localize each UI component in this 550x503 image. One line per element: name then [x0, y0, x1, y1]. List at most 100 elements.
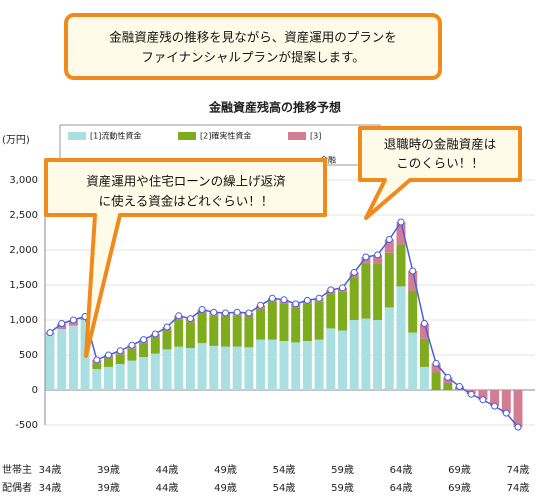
bar [127, 348, 137, 361]
legend-swatch [288, 132, 306, 140]
x-tick-label: 59歳 [331, 464, 354, 476]
bar [232, 315, 242, 347]
bar [349, 320, 359, 390]
bar [197, 343, 207, 390]
marker [327, 286, 335, 294]
y-unit: (万円) [2, 135, 30, 146]
marker [420, 320, 428, 327]
bar [162, 349, 172, 390]
bar [338, 330, 347, 390]
bar [92, 369, 102, 390]
marker [222, 309, 229, 317]
x-tick-label: 44歳 [156, 482, 179, 494]
marker [397, 218, 405, 226]
marker [210, 308, 218, 316]
bar [408, 271, 418, 291]
marker [350, 268, 358, 276]
marker [116, 347, 124, 355]
bar [139, 343, 149, 358]
callout-text: に使える資金はどれぐらい！！ [99, 194, 274, 209]
marker [303, 296, 311, 304]
bar [431, 363, 441, 373]
bar [419, 323, 429, 339]
bar [57, 329, 67, 390]
x-tick-label: 54歳 [273, 464, 296, 476]
bar [373, 254, 383, 264]
bar [139, 357, 149, 390]
callout-box [64, 13, 442, 80]
bar [384, 307, 394, 390]
row-label: 世帯主 [2, 463, 32, 476]
bar [478, 390, 488, 400]
bar [209, 345, 219, 390]
marker [385, 236, 393, 243]
marker [245, 309, 253, 317]
marker [93, 356, 101, 364]
marker [479, 396, 487, 404]
bar [162, 330, 172, 350]
legend-swatch [68, 132, 86, 140]
marker [151, 330, 159, 338]
bar [279, 341, 289, 390]
bar [501, 390, 511, 414]
bar [150, 353, 160, 390]
y-tick-label: 2,000 [9, 245, 38, 256]
x-tick-label: 34歳 [39, 464, 62, 476]
marker [444, 373, 452, 381]
y-tick-label: 2,500 [9, 210, 38, 221]
bar [244, 316, 254, 348]
bar [92, 363, 102, 369]
callout-text: 金融資産残の推移を見ながら、資産運用のプランを [109, 30, 397, 45]
bar [267, 301, 277, 340]
marker [292, 300, 300, 308]
bar [302, 303, 312, 341]
bar [244, 347, 254, 390]
bar [314, 301, 324, 340]
x-tick-label: 74歳 [507, 464, 530, 476]
x-tick-label: 34歳 [39, 482, 62, 494]
callout-box [358, 126, 522, 220]
marker [128, 341, 136, 349]
chart-title: 金融資産残高の推移予想 [208, 100, 341, 115]
marker [58, 320, 66, 327]
marker [186, 315, 194, 323]
bar [104, 358, 113, 367]
bar [396, 222, 406, 245]
x-tick-label: 69歳 [448, 464, 471, 476]
bar [232, 346, 242, 390]
marker [268, 294, 276, 302]
bar [513, 390, 523, 428]
marker [46, 329, 54, 337]
x-tick-label: 49歳 [214, 464, 237, 476]
marker [502, 409, 510, 417]
callout-text: 資産運用や住宅ローンの繰上げ返済 [86, 174, 286, 189]
bar [185, 348, 195, 390]
bar [384, 239, 394, 253]
bar [174, 319, 184, 347]
bar [45, 334, 55, 390]
bar [384, 252, 394, 308]
bar [361, 318, 371, 390]
bar [419, 338, 429, 367]
marker [163, 323, 171, 331]
bar [361, 264, 371, 319]
bar [221, 316, 230, 347]
x-tick-label: 74歳 [507, 482, 530, 494]
bar [419, 366, 429, 390]
bar [104, 366, 113, 390]
bar [68, 325, 78, 390]
bar [349, 278, 359, 320]
bar [490, 390, 500, 407]
bar [279, 303, 289, 341]
bar [256, 339, 266, 390]
bar [443, 383, 453, 390]
marker [140, 336, 148, 344]
marker [105, 351, 112, 359]
y-tick-label: 1,500 [9, 280, 38, 291]
bar [373, 320, 383, 390]
marker [339, 284, 346, 292]
marker [257, 301, 265, 309]
row-label: 配偶者 [2, 481, 32, 494]
bar [396, 244, 406, 287]
marker [456, 383, 463, 390]
